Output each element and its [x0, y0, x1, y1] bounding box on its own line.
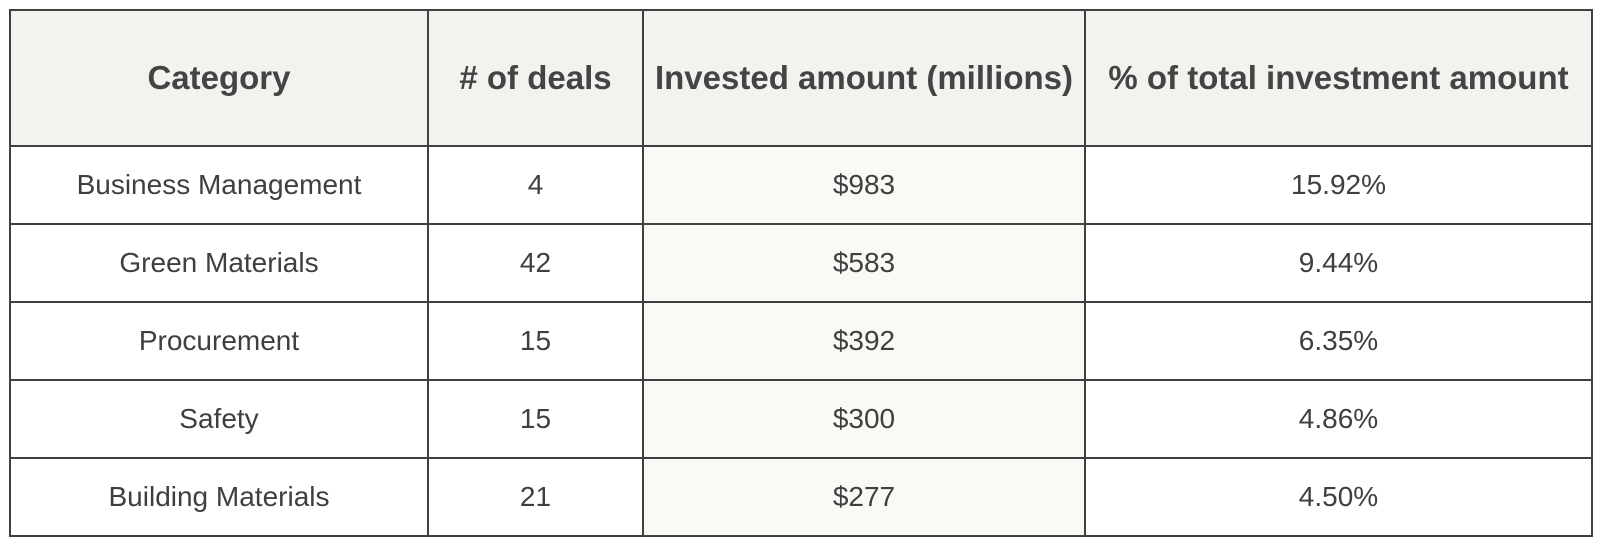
- cell-category: Business Management: [9, 145, 429, 225]
- cell-category: Procurement: [9, 301, 429, 381]
- cell-percent: 4.86%: [1084, 379, 1593, 459]
- cell-deals: 15: [427, 301, 644, 381]
- cell-percent: 4.50%: [1084, 457, 1593, 537]
- table-row: Building Materials 21 $277 4.50%: [9, 457, 1593, 537]
- header-deals: # of deals: [427, 9, 644, 147]
- cell-invested: $392: [642, 301, 1086, 381]
- cell-category: Green Materials: [9, 223, 429, 303]
- header-row: Category # of deals Invested amount (mil…: [9, 9, 1593, 147]
- cell-deals: 21: [427, 457, 644, 537]
- header-category: Category: [9, 9, 429, 147]
- table-header: Category # of deals Invested amount (mil…: [9, 9, 1593, 147]
- header-percent-total: % of total investment amount: [1084, 9, 1593, 147]
- table-row: Green Materials 42 $583 9.44%: [9, 223, 1593, 303]
- cell-percent: 15.92%: [1084, 145, 1593, 225]
- cell-invested: $300: [642, 379, 1086, 459]
- cell-invested: $983: [642, 145, 1086, 225]
- investment-table: Category # of deals Invested amount (mil…: [9, 9, 1593, 537]
- cell-deals: 15: [427, 379, 644, 459]
- table-row: Business Management 4 $983 15.92%: [9, 145, 1593, 225]
- cell-percent: 6.35%: [1084, 301, 1593, 381]
- cell-invested: $583: [642, 223, 1086, 303]
- cell-deals: 4: [427, 145, 644, 225]
- cell-percent: 9.44%: [1084, 223, 1593, 303]
- cell-category: Safety: [9, 379, 429, 459]
- cell-deals: 42: [427, 223, 644, 303]
- table-row: Procurement 15 $392 6.35%: [9, 301, 1593, 381]
- header-invested-amount: Invested amount (millions): [642, 9, 1086, 147]
- cell-invested: $277: [642, 457, 1086, 537]
- table-row: Safety 15 $300 4.86%: [9, 379, 1593, 459]
- cell-category: Building Materials: [9, 457, 429, 537]
- table-body: Business Management 4 $983 15.92% Green …: [9, 145, 1593, 537]
